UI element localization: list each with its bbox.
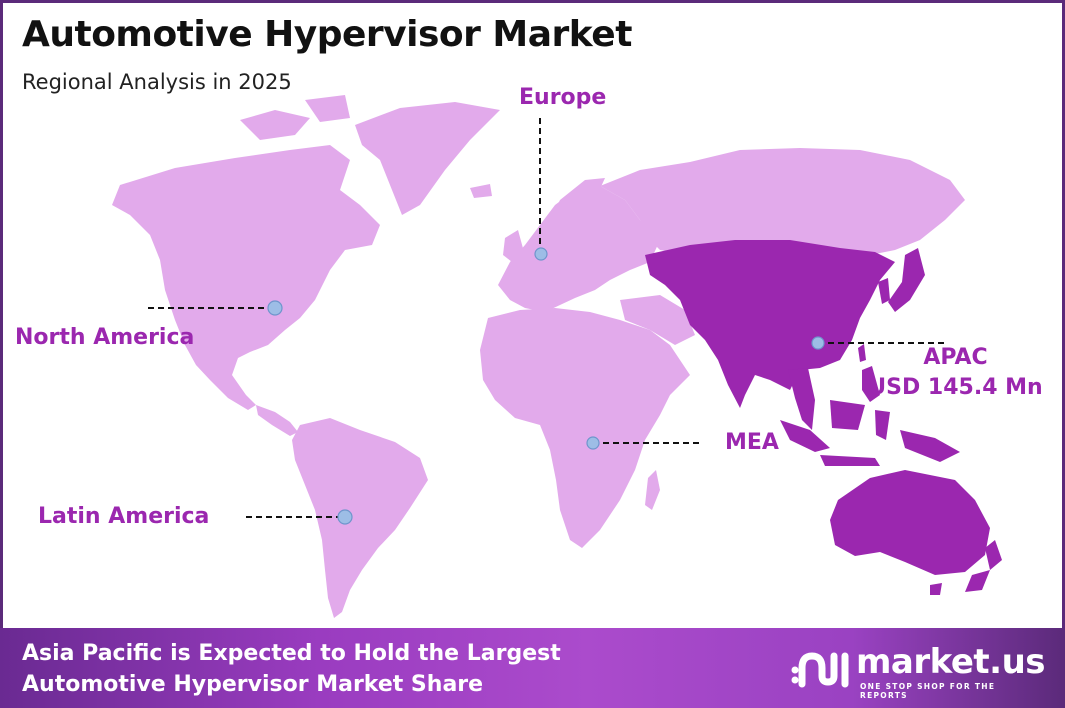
mea-label: MEA	[725, 430, 779, 455]
default-regions	[112, 95, 965, 618]
mea-marker	[586, 436, 600, 450]
footer-line-2: Automotive Hypervisor Market Share	[22, 672, 484, 697]
greenland	[355, 102, 500, 215]
connector-lines	[148, 118, 945, 518]
footer-headline: Asia Pacific is Expected to Hold the Lar…	[22, 638, 561, 700]
region-markers	[267, 247, 825, 525]
apac-value: USD 145.4 Mn	[868, 375, 1043, 400]
australia-shape	[830, 470, 990, 575]
russia-shape	[600, 148, 965, 255]
apac-highlight-region	[645, 240, 1002, 595]
north-america-marker	[267, 300, 283, 316]
logo-mark-icon	[791, 652, 849, 688]
europe-label: Europe	[519, 85, 607, 110]
europe-shape	[498, 186, 660, 312]
asia-shape	[645, 240, 895, 408]
world-map	[112, 95, 1002, 618]
africa-shape	[480, 308, 690, 548]
latin-america-label: Latin America	[38, 504, 210, 529]
footer-banner: Asia Pacific is Expected to Hold the Lar…	[0, 628, 1065, 708]
logo-name: market.us	[856, 642, 1046, 682]
europe-marker	[534, 247, 548, 261]
north-america-label: North America	[15, 325, 195, 350]
apac-marker	[811, 336, 825, 350]
apac-label: APAC USD 145.4 Mn	[868, 343, 1043, 403]
footer-line-1: Asia Pacific is Expected to Hold the Lar…	[22, 641, 561, 666]
page-subtitle: Regional Analysis in 2025	[22, 70, 292, 94]
page-title: Automotive Hypervisor Market	[22, 14, 632, 55]
south-america-shape	[292, 418, 428, 618]
market-us-logo: market.us ONE STOP SHOP FOR THE REPORTS	[790, 642, 1046, 700]
apac-name: APAC	[923, 345, 988, 370]
logo-tagline: ONE STOP SHOP FOR THE REPORTS	[860, 682, 996, 700]
north-america-shape	[112, 145, 380, 410]
latin-america-marker	[337, 509, 353, 525]
